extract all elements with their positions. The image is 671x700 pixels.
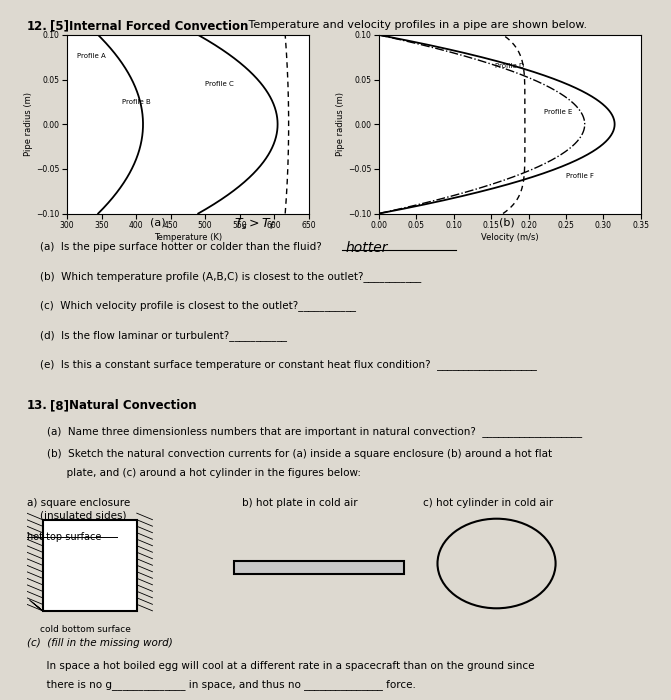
- Text: b) hot plate in cold air: b) hot plate in cold air: [242, 498, 357, 508]
- Text: (a)  Is the pipe surface hotter or colder than the fluid?: (a) Is the pipe surface hotter or colder…: [40, 241, 322, 251]
- Text: Profile A: Profile A: [77, 53, 106, 60]
- Text: (b): (b): [499, 217, 515, 227]
- Text: Profile F: Profile F: [566, 173, 594, 178]
- Text: cold bottom surface: cold bottom surface: [40, 625, 131, 634]
- Text: $T_s > T_f$: $T_s > T_f$: [234, 217, 276, 232]
- X-axis label: Velocity (m/s): Velocity (m/s): [481, 233, 539, 242]
- Text: hot top surface: hot top surface: [27, 532, 101, 542]
- Text: plate, and (c) around a hot cylinder in the figures below:: plate, and (c) around a hot cylinder in …: [47, 468, 361, 477]
- Y-axis label: Pipe radius (m): Pipe radius (m): [336, 92, 346, 156]
- Text: Profile D: Profile D: [495, 63, 524, 69]
- Bar: [42, 519, 137, 611]
- Text: 12.: 12.: [27, 20, 48, 33]
- Text: (c)  (fill in the missing word): (c) (fill in the missing word): [27, 638, 172, 648]
- Text: (b)  Which temperature profile (A,B,C) is closest to the outlet?___________: (b) Which temperature profile (A,B,C) is…: [40, 271, 421, 282]
- Text: hotter: hotter: [346, 241, 388, 255]
- Text: [5]: [5]: [50, 20, 69, 33]
- Text: (e)  Is this a constant surface temperature or constant heat flux condition?  __: (e) Is this a constant surface temperatu…: [40, 359, 537, 370]
- Text: Temperature and velocity profiles in a pipe are shown below.: Temperature and velocity profiles in a p…: [245, 20, 587, 29]
- X-axis label: Temperature (K): Temperature (K): [154, 233, 222, 242]
- Text: Profile C: Profile C: [205, 81, 234, 87]
- Text: (c)  Which velocity profile is closest to the outlet?___________: (c) Which velocity profile is closest to…: [40, 300, 356, 312]
- Bar: [234, 561, 404, 574]
- Text: c) hot cylinder in cold air: c) hot cylinder in cold air: [423, 498, 553, 508]
- Y-axis label: Pipe radius (m): Pipe radius (m): [24, 92, 34, 156]
- Text: In space a hot boiled egg will cool at a different rate in a spacecraft than on : In space a hot boiled egg will cool at a…: [27, 661, 534, 671]
- Text: Natural Convection: Natural Convection: [69, 399, 197, 412]
- Text: (a): (a): [150, 217, 166, 227]
- Text: a) square enclosure
    (insulated sides): a) square enclosure (insulated sides): [27, 498, 130, 520]
- Text: (b)  Sketch the natural convection currents for (a) inside a square enclosure (b: (b) Sketch the natural convection curren…: [47, 449, 552, 459]
- Text: [8]: [8]: [50, 399, 69, 412]
- Text: (d)  Is the flow laminar or turbulent?___________: (d) Is the flow laminar or turbulent?___…: [40, 330, 287, 341]
- Text: Internal Forced Convection: Internal Forced Convection: [69, 20, 248, 33]
- Text: there is no g______________ in space, and thus no _______________ force.: there is no g______________ in space, an…: [27, 679, 416, 690]
- Text: 13.: 13.: [27, 399, 48, 412]
- Text: Profile B: Profile B: [122, 99, 151, 105]
- Text: (a)  Name three dimensionless numbers that are important in natural convection? : (a) Name three dimensionless numbers tha…: [47, 426, 582, 437]
- Text: Profile E: Profile E: [544, 108, 572, 115]
